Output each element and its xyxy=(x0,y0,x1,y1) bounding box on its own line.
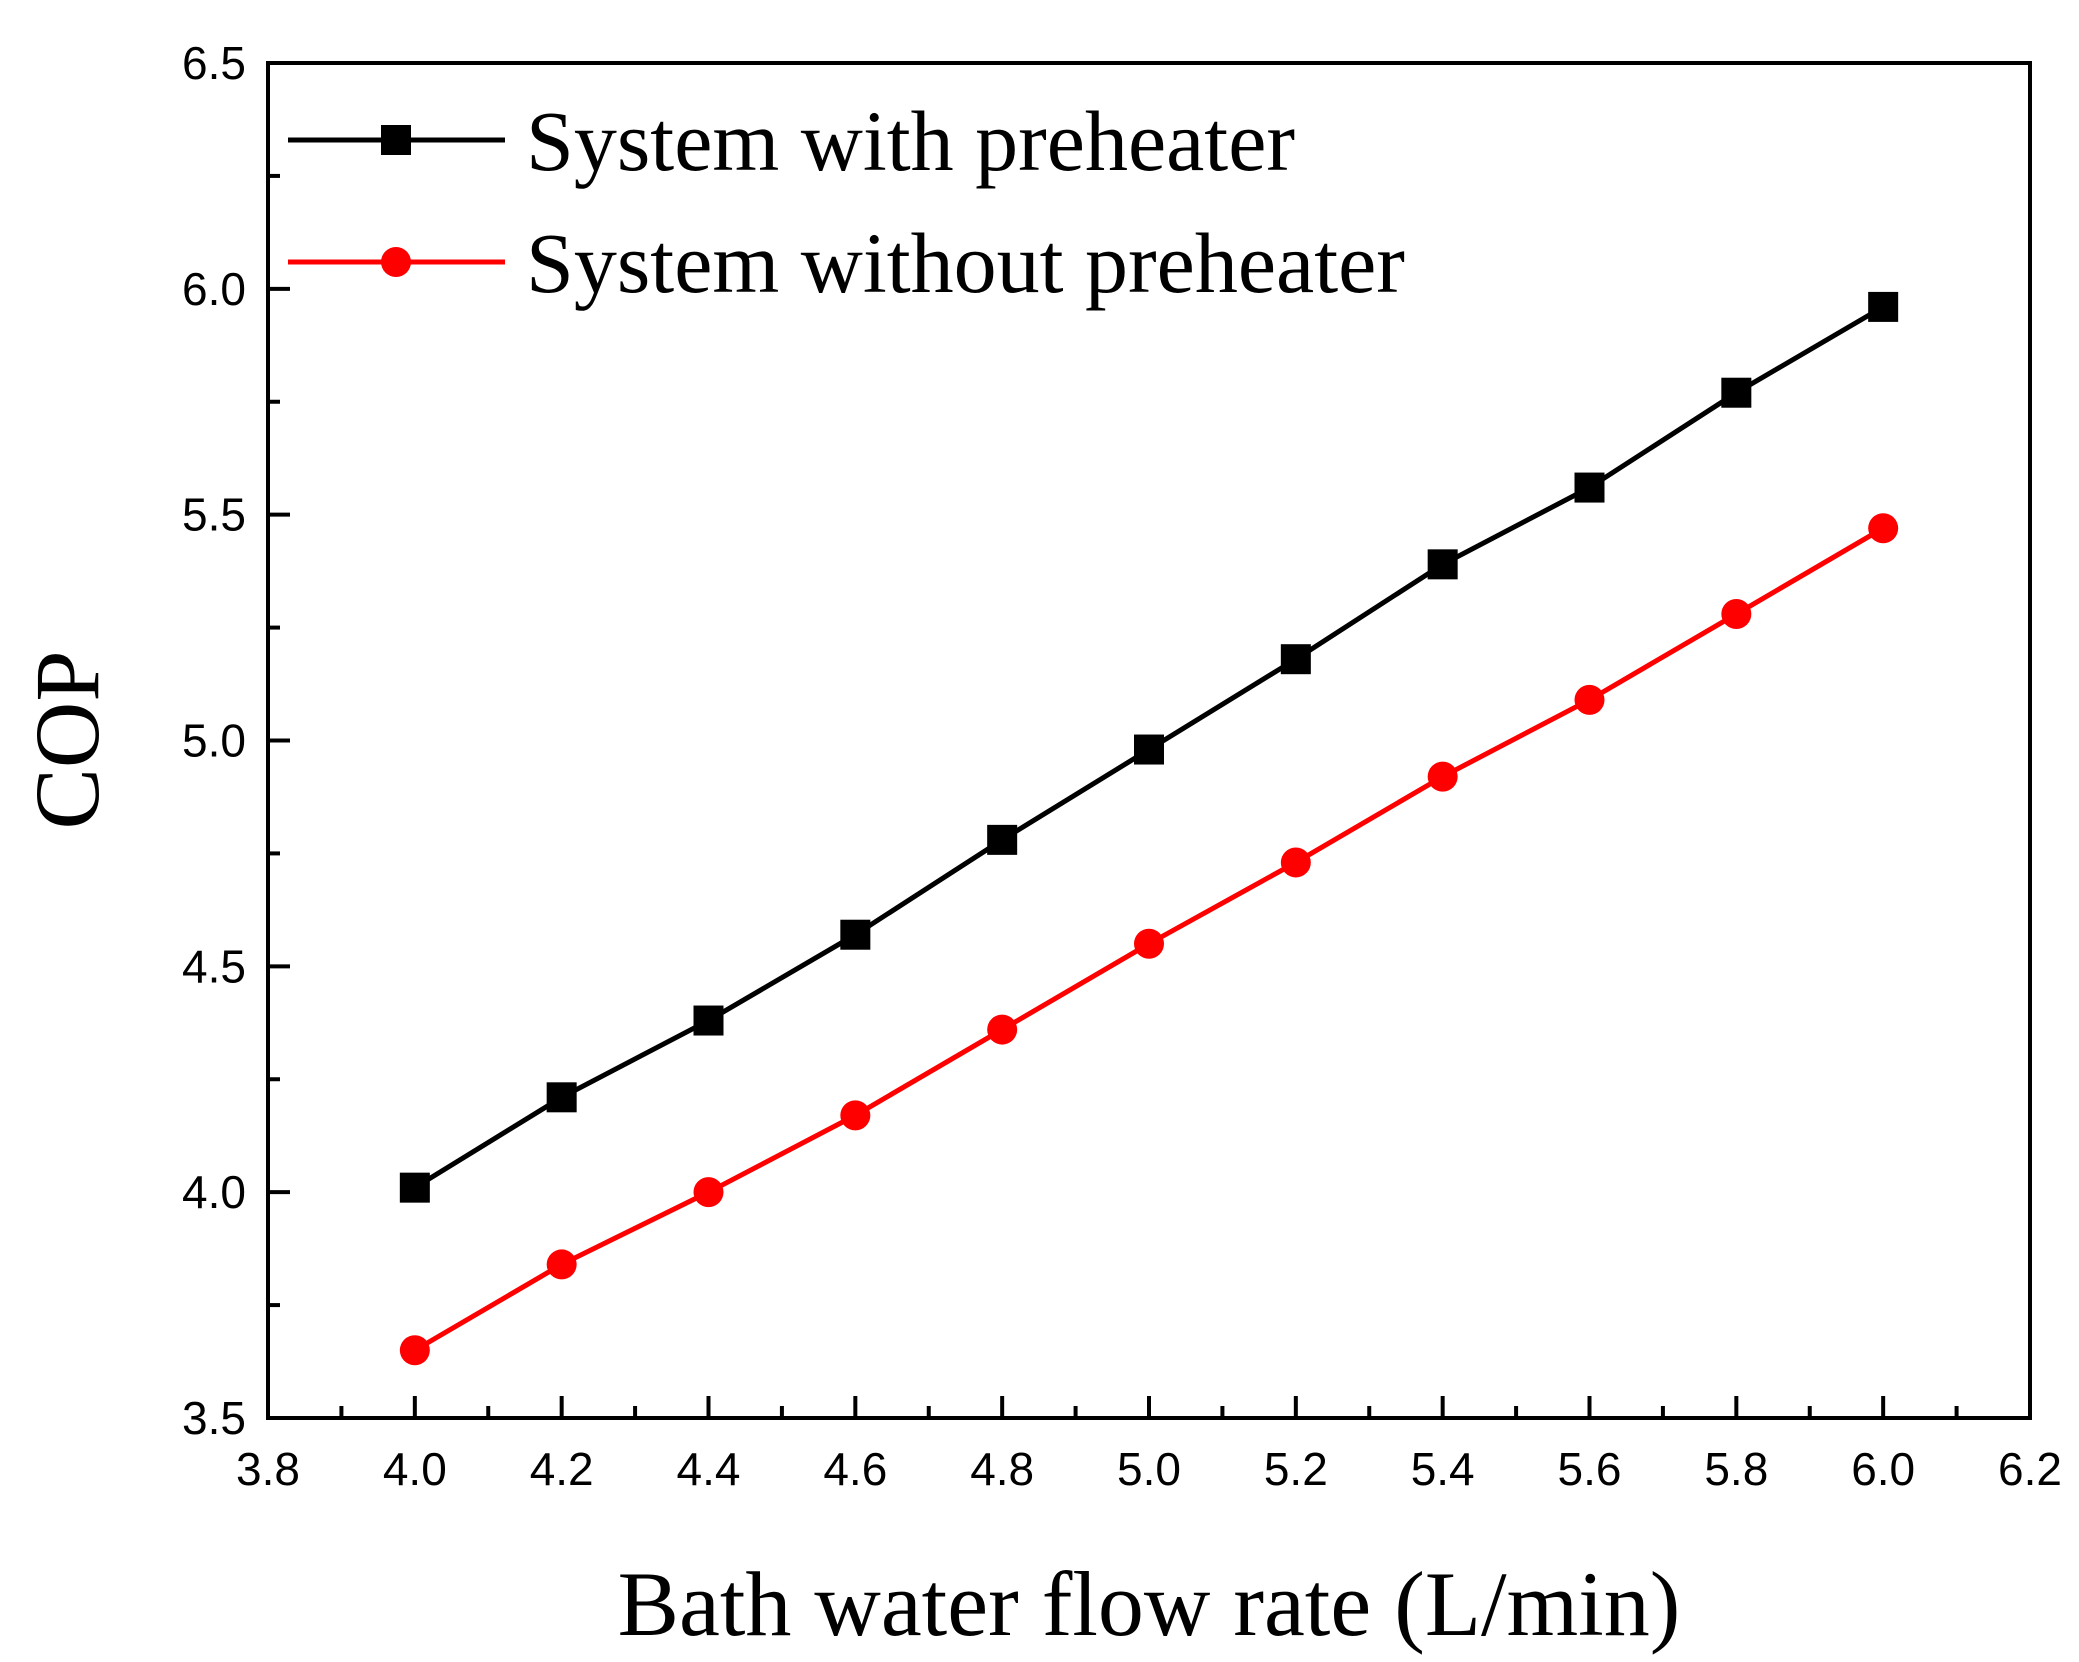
circle-marker xyxy=(1721,599,1752,630)
y-axis-ticks: 3.5 4.0 4.5 5.0 5.5 6.0 6.5 xyxy=(182,37,290,1444)
circle-marker xyxy=(987,1014,1018,1045)
x-tick-label: 6.2 xyxy=(1998,1443,2062,1495)
square-marker xyxy=(840,919,871,950)
y-tick-label: 3.5 xyxy=(182,1392,246,1444)
x-tick-label: 5.2 xyxy=(1264,1443,1328,1495)
y-tick-label: 5.0 xyxy=(182,715,246,767)
y-tick-label: 6.5 xyxy=(182,37,246,89)
circle-marker xyxy=(693,1177,724,1208)
legend-marker xyxy=(381,247,411,277)
square-marker xyxy=(1868,291,1899,322)
x-tick-label: 4.2 xyxy=(530,1443,594,1495)
circle-marker xyxy=(399,1335,430,1366)
square-marker xyxy=(399,1172,430,1203)
x-tick-label: 4.8 xyxy=(970,1443,1034,1495)
y-tick-label: 4.5 xyxy=(182,940,246,992)
x-axis-title: Bath water flow rate (L/min) xyxy=(618,1553,1681,1655)
circle-marker xyxy=(1868,513,1899,544)
legend-label: System without preheater xyxy=(526,215,1405,311)
y-tick-label: 4.0 xyxy=(182,1166,246,1218)
x-tick-label: 4.0 xyxy=(383,1443,447,1495)
x-tick-label: 4.6 xyxy=(823,1443,887,1495)
circle-marker xyxy=(840,1100,871,1131)
series-1 xyxy=(399,291,1899,1203)
circle-marker xyxy=(1134,928,1164,959)
series-2 xyxy=(399,513,1899,1366)
x-tick-label: 5.4 xyxy=(1411,1443,1475,1495)
x-axis-ticks: 3.8 4.0 4.2 4.4 4.6 4.8 5.0 5.2 5.4 5.6 5.8 6.0 6.2 xyxy=(236,1396,2062,1495)
legend-label: System with preheater xyxy=(526,93,1295,189)
x-tick-label: 6.0 xyxy=(1851,1443,1915,1495)
y-tick-label: 5.5 xyxy=(182,489,246,541)
square-marker xyxy=(1721,377,1752,408)
x-tick-label: 3.8 xyxy=(236,1443,300,1495)
x-tick-label: 4.4 xyxy=(677,1443,741,1495)
legend-marker xyxy=(381,125,411,155)
x-tick-label: 5.8 xyxy=(1704,1443,1768,1495)
square-marker xyxy=(987,824,1018,855)
circle-marker xyxy=(1427,761,1458,792)
square-marker xyxy=(1427,549,1458,580)
x-tick-label: 5.6 xyxy=(1558,1443,1622,1495)
square-marker xyxy=(1574,472,1605,503)
square-marker xyxy=(1280,644,1311,675)
legend: System with preheater System without preh… xyxy=(288,93,1405,311)
square-marker xyxy=(693,1005,724,1036)
circle-marker xyxy=(546,1249,577,1280)
y-axis-title: COP xyxy=(16,651,118,830)
circle-marker xyxy=(1574,684,1605,715)
square-marker xyxy=(1134,734,1164,765)
x-tick-label: 5.0 xyxy=(1117,1443,1181,1495)
circle-marker xyxy=(1280,847,1311,878)
square-marker xyxy=(546,1082,577,1113)
y-tick-label: 6.0 xyxy=(182,263,246,315)
series-layer xyxy=(399,291,1899,1366)
